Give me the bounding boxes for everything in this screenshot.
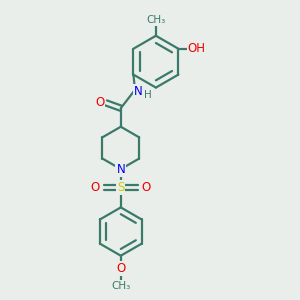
Text: O: O [116, 262, 125, 275]
Text: CH₃: CH₃ [146, 15, 166, 26]
Text: CH₃: CH₃ [111, 281, 130, 291]
Text: O: O [142, 181, 151, 194]
Text: N: N [116, 163, 125, 176]
Text: H: H [144, 90, 152, 100]
Text: S: S [117, 181, 124, 194]
Text: O: O [91, 181, 100, 194]
Text: N: N [134, 85, 142, 98]
Text: O: O [95, 96, 104, 110]
Text: OH: OH [188, 42, 206, 55]
